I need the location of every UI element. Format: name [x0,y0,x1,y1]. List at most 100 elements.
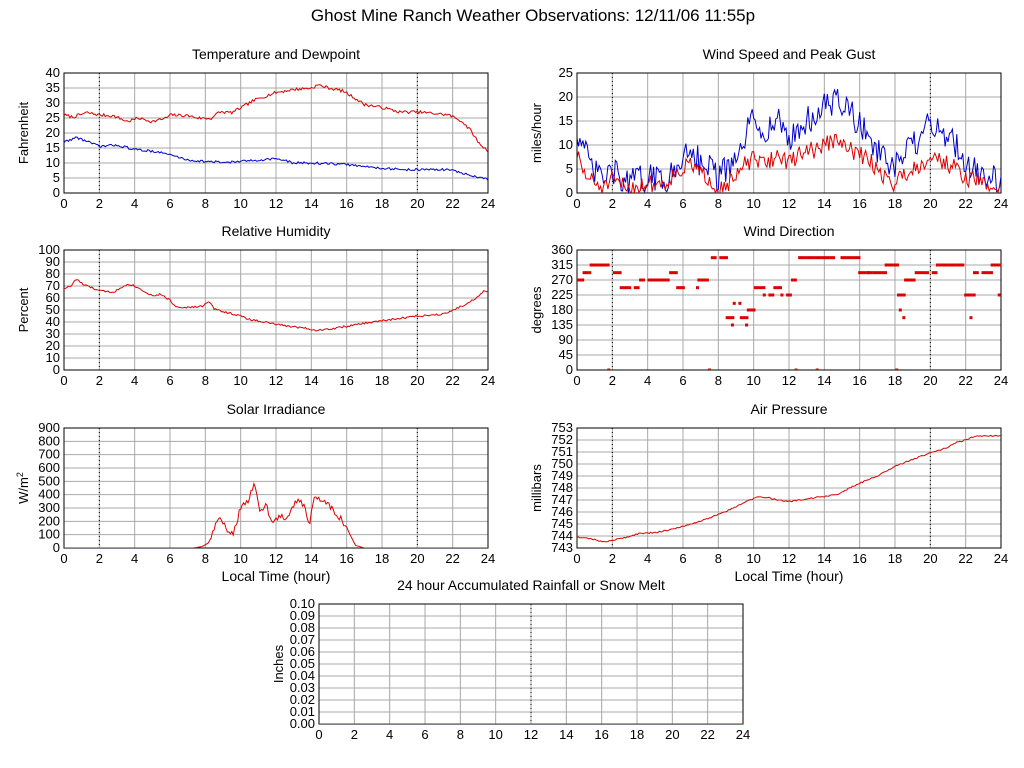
series-group [64,279,488,332]
plot-frame [63,249,489,371]
wind-direction-point [815,256,819,260]
wind-direction-point [993,263,997,267]
wind-direction-point [742,316,746,320]
x-tick-label: 10 [233,551,247,566]
x-tick-label: 0 [573,551,580,566]
x-tick-label: 16 [339,373,353,388]
x-tick-label: 16 [852,196,866,211]
wind-direction-point [984,271,988,275]
x-tick-label: 2 [609,373,616,388]
wind-direction-point [875,271,879,275]
wind-direction-point [869,271,873,275]
x-tick-label: 2 [609,551,616,566]
grid [64,250,488,370]
x-tick-label: 14 [304,373,318,388]
wind-direction-point [578,278,582,282]
y-axis-label: miles/hour [529,102,544,163]
wind-direction-point [628,286,632,290]
x-tick-label: 16 [852,373,866,388]
y-tick-label: 600 [38,460,60,475]
wind-direction-point [898,308,902,312]
y-tick-label: 10 [46,155,60,170]
wind-direction-point [806,256,810,260]
x-tick-label: 4 [131,551,138,566]
wind-direction-point [997,293,1001,297]
series-line-red [577,133,1001,193]
x-tick-label: 12 [782,196,796,211]
y-axis-label: W/m2 [15,472,31,504]
wind-direction-point [958,263,962,267]
y-tick-label: 60 [46,290,60,305]
y-tick-label: 90 [559,332,573,347]
x-tick-label: 22 [958,196,972,211]
series-line-red [64,84,488,153]
y-tick-label: 80 [46,266,60,281]
plot-frame [63,72,489,194]
y-tick-label: 0.05 [290,656,315,671]
x-tick-label: 10 [233,196,247,211]
wind-direction-point [595,263,599,267]
wind-direction-point [607,368,611,370]
wind-direction-point [887,263,891,267]
wind-direction-point [848,256,852,260]
wind-direction-point [695,286,699,290]
wind-direction-point [884,263,888,267]
wind-direction-point [589,263,593,267]
x-tick-label: 24 [736,727,750,742]
y-tick-label: 748 [551,480,573,495]
y-tick-label: 0.04 [290,668,315,683]
wind-direction-point [914,271,918,275]
y-tick-label: 70 [46,278,60,293]
wind-direction-point [947,263,951,267]
wind-direction-point [857,256,861,260]
x-tick-label: 24 [994,196,1008,211]
wind-direction-point [732,301,736,305]
x-tick-label: 18 [630,727,644,742]
wind-direction-point [931,271,935,275]
x-tick-label: 8 [202,196,209,211]
wind-direction-point [912,278,916,282]
wind-direction-point [753,286,757,290]
wind-direction-point [944,263,948,267]
wind-direction-point [897,293,901,297]
wind-direction-point [812,256,816,260]
y-tick-label: 20 [46,338,60,353]
y-tick-label: 315 [551,257,573,272]
wind-direction-point [815,368,819,370]
wind-direction-point [826,256,830,260]
y-tick-label: 30 [46,95,60,110]
wind-direction-point [600,263,604,267]
x-tick-label: 10 [746,551,760,566]
wind-direction-point [935,263,939,267]
grid [577,428,1001,548]
x-tick-label: 12 [524,727,538,742]
x-tick-label: 8 [715,196,722,211]
wind-direction-point [649,278,653,282]
x-tick-label: 10 [488,727,502,742]
grid [319,604,743,724]
x-tick-label: 0 [60,373,67,388]
x-tick-label: 22 [445,373,459,388]
y-tick-label: 400 [38,487,60,502]
y-tick-label: 135 [551,317,573,332]
wind-direction-point [989,271,993,275]
y-tick-label: 5 [53,170,60,185]
series-group [577,434,1001,543]
x-tick-label: 4 [131,196,138,211]
wind-direction-point [700,278,704,282]
wind-direction-point [950,263,954,267]
wind-direction-point [619,286,623,290]
y-tick-label: 753 [551,420,573,435]
wind-direction-point [987,271,991,275]
wind-direction-point [625,286,629,290]
y-tick-label: 270 [551,272,573,287]
wind-direction-point [909,278,913,282]
wind-direction-point [803,256,807,260]
wind-direction-point [663,278,667,282]
x-tick-label: 2 [96,196,103,211]
x-tick-label: 6 [679,196,686,211]
y-tick-label: 0.09 [290,608,315,623]
